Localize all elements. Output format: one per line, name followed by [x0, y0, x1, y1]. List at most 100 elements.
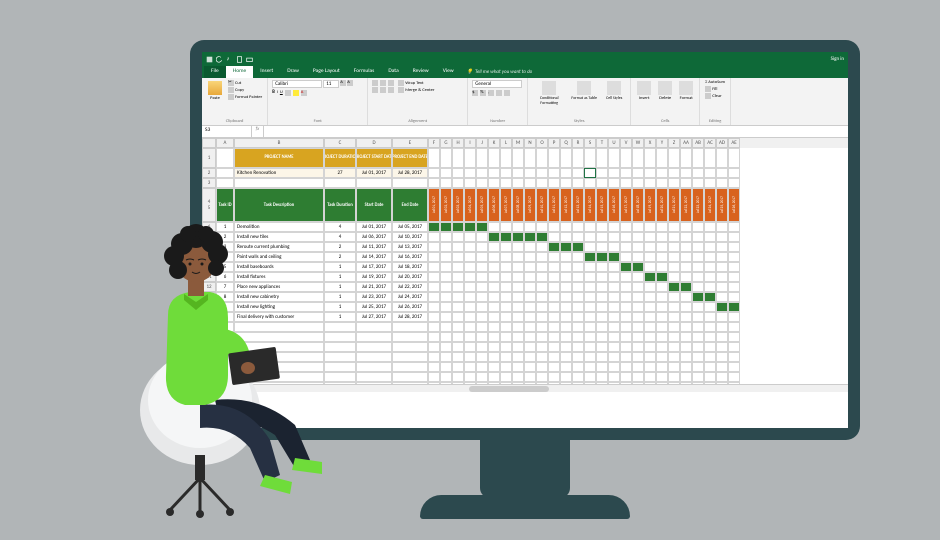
- gantt-cell[interactable]: [668, 272, 680, 282]
- cell[interactable]: [632, 362, 644, 372]
- gantt-cell[interactable]: [440, 302, 452, 312]
- gantt-cell[interactable]: [572, 232, 584, 242]
- gantt-cell[interactable]: [488, 232, 500, 242]
- gantt-cell[interactable]: [536, 222, 548, 232]
- gantt-cell[interactable]: [668, 292, 680, 302]
- gantt-cell[interactable]: [716, 232, 728, 242]
- gantt-cell[interactable]: [428, 312, 440, 322]
- gantt-cell[interactable]: [464, 272, 476, 282]
- gantt-cell[interactable]: [428, 262, 440, 272]
- gantt-cell[interactable]: [428, 252, 440, 262]
- cell[interactable]: [548, 148, 560, 168]
- gantt-cell[interactable]: [560, 292, 572, 302]
- gantt-cell[interactable]: [440, 312, 452, 322]
- gantt-cell[interactable]: [476, 232, 488, 242]
- cell[interactable]: [500, 372, 512, 382]
- gantt-cell[interactable]: [680, 282, 692, 292]
- font-shrink-icon[interactable]: A: [347, 80, 353, 86]
- gantt-cell[interactable]: [464, 312, 476, 322]
- cell[interactable]: [524, 342, 536, 352]
- col-header[interactable]: J: [476, 138, 488, 148]
- col-header[interactable]: A: [216, 138, 234, 148]
- col-header[interactable]: E: [392, 138, 428, 148]
- cell[interactable]: [668, 148, 680, 168]
- gantt-cell[interactable]: [728, 292, 740, 302]
- gantt-cell[interactable]: [512, 282, 524, 292]
- gantt-cell[interactable]: [524, 242, 536, 252]
- col-header[interactable]: S: [584, 138, 596, 148]
- col-header[interactable]: R: [572, 138, 584, 148]
- cell[interactable]: [596, 372, 608, 382]
- cell[interactable]: [536, 362, 548, 372]
- gantt-cell[interactable]: [668, 242, 680, 252]
- cell[interactable]: [728, 352, 740, 362]
- gantt-cell[interactable]: [500, 282, 512, 292]
- gantt-cell[interactable]: [596, 262, 608, 272]
- gantt-cell[interactable]: [656, 292, 668, 302]
- cell[interactable]: [488, 332, 500, 342]
- proj-start-value[interactable]: Jul 01, 2017: [356, 168, 392, 178]
- sign-in-link[interactable]: Sign in: [831, 56, 844, 62]
- cell[interactable]: [572, 168, 584, 178]
- gantt-cell[interactable]: [488, 222, 500, 232]
- col-header[interactable]: T: [596, 138, 608, 148]
- gantt-cell[interactable]: [440, 232, 452, 242]
- gantt-cell[interactable]: [572, 302, 584, 312]
- cell[interactable]: [632, 178, 644, 188]
- cell[interactable]: [464, 178, 476, 188]
- cell[interactable]: [536, 342, 548, 352]
- gantt-cell[interactable]: [572, 242, 584, 252]
- fx-icon[interactable]: fx: [252, 126, 264, 137]
- cell[interactable]: [464, 168, 476, 178]
- gantt-cell[interactable]: [428, 222, 440, 232]
- cell[interactable]: [632, 332, 644, 342]
- gantt-cell[interactable]: [500, 292, 512, 302]
- task-start-cell[interactable]: Jul 27, 2017: [356, 312, 392, 322]
- gantt-cell[interactable]: [596, 242, 608, 252]
- cell[interactable]: [524, 178, 536, 188]
- cell[interactable]: [428, 332, 440, 342]
- gantt-cell[interactable]: [584, 222, 596, 232]
- gantt-cell[interactable]: [488, 282, 500, 292]
- gantt-cell[interactable]: [584, 312, 596, 322]
- gantt-cell[interactable]: [500, 272, 512, 282]
- gantt-cell[interactable]: [440, 292, 452, 302]
- task-start-cell[interactable]: Jul 14, 2017: [356, 252, 392, 262]
- task-end-cell[interactable]: Jul 28, 2017: [392, 312, 428, 322]
- fill-color-button[interactable]: [293, 90, 299, 96]
- gantt-cell[interactable]: [548, 282, 560, 292]
- gantt-cell[interactable]: [680, 262, 692, 272]
- paste-button[interactable]: Paste: [206, 80, 224, 102]
- cell[interactable]: [572, 178, 584, 188]
- gantt-cell[interactable]: [668, 312, 680, 322]
- gantt-cell[interactable]: [716, 302, 728, 312]
- insert-cells-button[interactable]: Insert: [635, 80, 653, 102]
- percent-icon[interactable]: %: [480, 90, 486, 96]
- align-bot-icon[interactable]: [388, 80, 394, 86]
- gantt-cell[interactable]: [704, 292, 716, 302]
- tab-page-layout[interactable]: Page Layout: [306, 66, 347, 78]
- name-box[interactable]: S3: [202, 126, 252, 137]
- gantt-cell[interactable]: [644, 232, 656, 242]
- gantt-cell[interactable]: [512, 232, 524, 242]
- gantt-cell[interactable]: [692, 292, 704, 302]
- gantt-cell[interactable]: [596, 232, 608, 242]
- cell[interactable]: [572, 342, 584, 352]
- proj-end-value[interactable]: Jul 28, 2017: [392, 168, 428, 178]
- gantt-cell[interactable]: [620, 232, 632, 242]
- gantt-cell[interactable]: [668, 252, 680, 262]
- cell[interactable]: [512, 362, 524, 372]
- cell[interactable]: [524, 372, 536, 382]
- cell[interactable]: [512, 322, 524, 332]
- gantt-cell[interactable]: [680, 222, 692, 232]
- dec-dec-icon[interactable]: [504, 90, 510, 96]
- task-start-cell[interactable]: Jul 06, 2017: [356, 232, 392, 242]
- cell[interactable]: [728, 342, 740, 352]
- cell[interactable]: [728, 168, 740, 178]
- gantt-cell[interactable]: [692, 272, 704, 282]
- gantt-cell[interactable]: [476, 242, 488, 252]
- cell[interactable]: [488, 148, 500, 168]
- tab-formulas[interactable]: Formulas: [347, 66, 382, 78]
- gantt-cell[interactable]: [464, 282, 476, 292]
- cell[interactable]: [620, 178, 632, 188]
